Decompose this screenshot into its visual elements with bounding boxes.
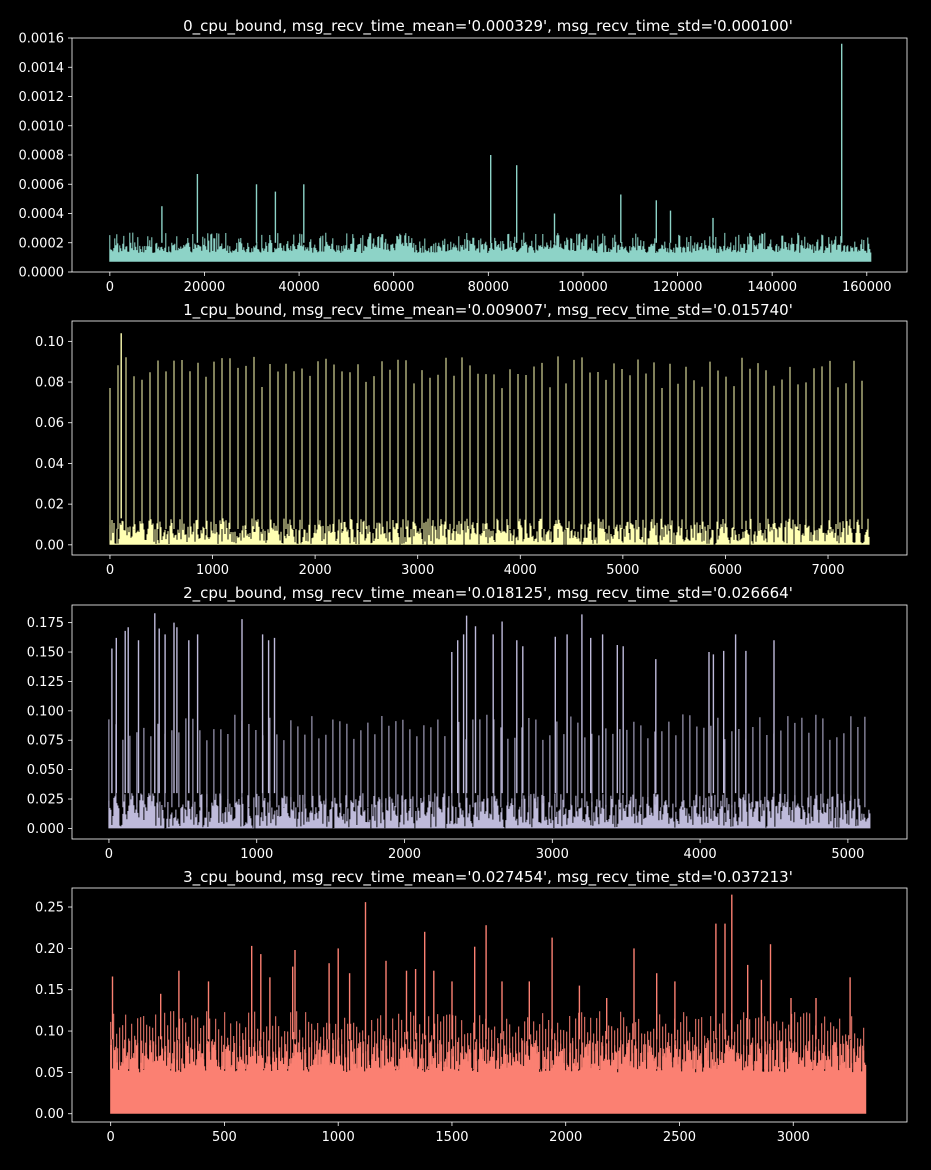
subplot-1-x-tick-label-7: 7000: [811, 563, 844, 578]
series-2-trace: [108, 793, 871, 829]
subplot-2-plot-area: [108, 613, 871, 829]
subplot-3-x-tick-label-4: 2000: [549, 1130, 582, 1145]
subplot-2-x-tick-label-4: 4000: [684, 847, 717, 862]
subplot-0-x-tick-label-8: 160000: [842, 280, 892, 295]
subplot-3-y-tick-label-2: 0.10: [35, 1025, 64, 1040]
series-3-peaks: [110, 1011, 865, 1070]
series-3-trace: [110, 1039, 867, 1114]
subplot-2-x-tick-label-5: 5000: [831, 847, 864, 862]
subplot-0-y-tick-label-2: 0.0004: [19, 207, 65, 222]
subplot-0-x-tick-label-1: 20000: [184, 280, 225, 295]
subplot-1-y-tick-label-0: 0.00: [35, 538, 64, 553]
subplot-0-title: 0_cpu_bound, msg_recv_time_mean='0.00032…: [183, 17, 793, 36]
subplot-1-y-tick-label-5: 0.10: [35, 335, 64, 350]
subplot-2-y-tick-label-5: 0.125: [27, 675, 64, 690]
subplot-1-x-tick-label-4: 4000: [504, 563, 537, 578]
subplot-3-y-tick-label-5: 0.25: [35, 901, 64, 916]
subplot-2-x-tick-label-1: 1000: [240, 847, 273, 862]
subplot-1-x-tick-label-6: 6000: [709, 563, 742, 578]
subplot-0-y-tick-label-5: 0.0010: [19, 119, 65, 134]
subplot-3-x-tick-label-3: 1500: [435, 1130, 468, 1145]
subplot-0-y-tick-label-4: 0.0008: [19, 149, 65, 164]
subplot-0: 0_cpu_bound, msg_recv_time_mean='0.00032…: [71, 17, 908, 273]
subplot-1-axes-frame: [71, 320, 908, 556]
series-1-peaks: [109, 356, 863, 529]
subplot-1-title: 1_cpu_bound, msg_recv_time_mean='0.00900…: [183, 301, 793, 320]
subplot-3-x-tick-label-5: 2500: [663, 1130, 696, 1145]
subplot-3-x-tick-label-0: 0: [107, 1130, 115, 1145]
subplot-2-axes-frame: [71, 604, 908, 840]
subplot-1: 1_cpu_bound, msg_recv_time_mean='0.00900…: [71, 301, 908, 556]
subplot-0-x-tick-label-4: 80000: [468, 280, 509, 295]
subplot-1-y-tick-label-2: 0.04: [35, 457, 64, 472]
subplot-0-plot-area: [109, 43, 872, 262]
subplot-0-x-tick-label-7: 140000: [747, 280, 797, 295]
series-1-trace: [109, 518, 870, 545]
subplot-1-x-tick-label-0: 0: [106, 563, 114, 578]
subplot-2: 2_cpu_bound, msg_recv_time_mean='0.01812…: [71, 584, 908, 840]
subplot-3-y-tick-label-3: 0.15: [35, 983, 64, 998]
subplot-2-y-tick-label-4: 0.100: [27, 704, 64, 719]
subplot-2-y-tick-label-6: 0.150: [27, 646, 64, 661]
subplot-0-x-tick-label-2: 40000: [278, 280, 319, 295]
subplot-3-y-tick-label-0: 0.00: [35, 1107, 64, 1122]
subplot-2-y-tick-label-0: 0.000: [27, 822, 64, 837]
subplot-1-y-tick-label-3: 0.06: [35, 416, 64, 431]
subplot-1-y-tick-label-4: 0.08: [35, 376, 64, 391]
subplot-0-y-tick-label-3: 0.0006: [19, 178, 65, 193]
subplot-3-y-tick-label-4: 0.20: [35, 942, 64, 957]
subplot-2-x-tick-label-3: 3000: [536, 847, 569, 862]
subplot-0-y-tick-label-1: 0.0002: [19, 236, 65, 251]
subplot-3-title: 3_cpu_bound, msg_recv_time_mean='0.02745…: [183, 868, 793, 887]
subplot-2-y-tick-label-2: 0.050: [27, 763, 64, 778]
subplot-0-y-tick-label-8: 0.0016: [19, 32, 65, 47]
subplot-3-axes-frame: [71, 887, 908, 1123]
subplot-2-x-tick-label-0: 0: [105, 847, 113, 862]
subplot-1-x-tick-label-1: 1000: [196, 563, 229, 578]
subplot-3: 3_cpu_bound, msg_recv_time_mean='0.02745…: [71, 868, 908, 1123]
subplot-0-x-tick-label-3: 60000: [373, 280, 414, 295]
subplot-2-y-tick-label-1: 0.025: [27, 793, 64, 808]
series-2-peaks: [108, 714, 866, 808]
subplot-1-x-tick-label-2: 2000: [299, 563, 332, 578]
subplot-2-y-tick-label-3: 0.075: [27, 734, 64, 749]
subplot-1-plot-area: [109, 333, 870, 545]
subplot-3-y-tick-label-1: 0.05: [35, 1066, 64, 1081]
subplot-1-x-tick-label-5: 5000: [606, 563, 639, 578]
subplot-3-x-tick-label-1: 500: [212, 1130, 237, 1145]
subplot-0-x-tick-label-6: 120000: [653, 280, 703, 295]
subplot-0-y-tick-label-7: 0.0014: [19, 61, 65, 76]
subplot-3-x-tick-label-2: 1000: [322, 1130, 355, 1145]
subplot-3-plot-area: [110, 894, 867, 1114]
subplot-0-y-tick-label-0: 0.0000: [19, 266, 65, 281]
series-0-trace: [109, 232, 872, 262]
subplot-3-x-tick-label-6: 3000: [777, 1130, 810, 1145]
subplot-1-x-tick-label-3: 3000: [401, 563, 434, 578]
subplot-0-x-tick-label-5: 100000: [558, 280, 608, 295]
subplot-2-y-tick-label-7: 0.175: [27, 616, 64, 631]
subplot-2-x-tick-label-2: 2000: [388, 847, 421, 862]
subplot-2-title: 2_cpu_bound, msg_recv_time_mean='0.01812…: [183, 584, 793, 603]
subplot-1-y-tick-label-1: 0.02: [35, 498, 64, 513]
subplot-0-y-tick-label-6: 0.0012: [19, 90, 65, 105]
subplot-0-x-tick-label-0: 0: [106, 280, 114, 295]
